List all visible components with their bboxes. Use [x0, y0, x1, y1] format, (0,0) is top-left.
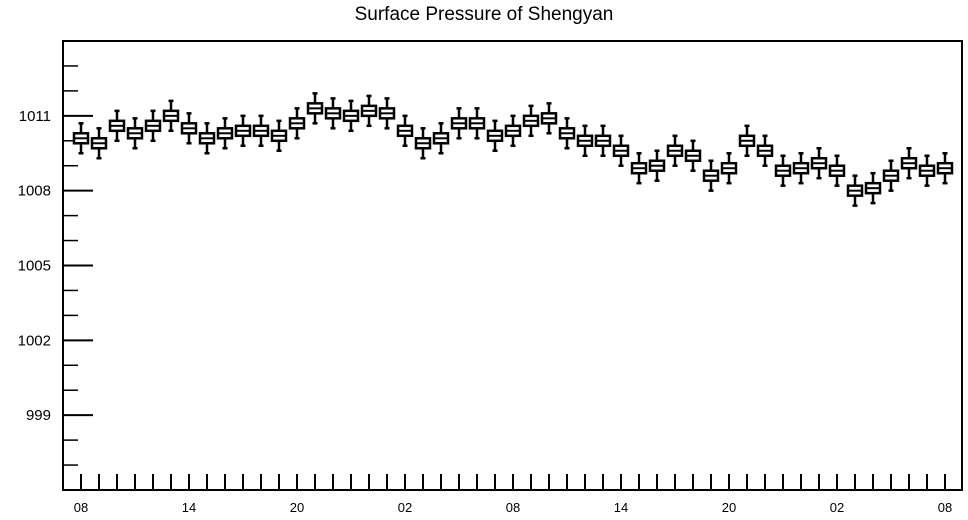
y-axis: 999 1002 1005 1008 1011 [18, 40, 93, 491]
box-03 [414, 127, 432, 160]
box-14 [612, 134, 630, 167]
box-16 [648, 149, 666, 182]
x-tick-label: 14 [614, 500, 628, 515]
box-17 [234, 114, 252, 148]
x-tick-label: 14 [182, 500, 196, 515]
y-tick-label: 999 [26, 407, 51, 424]
box-12 [144, 109, 162, 143]
plot-frame [62, 40, 963, 491]
box-19 [702, 159, 720, 192]
box-12 [576, 124, 594, 157]
box-19 [270, 119, 288, 153]
box-15 [630, 152, 648, 185]
box-16 [216, 117, 234, 150]
box-17 [666, 134, 684, 167]
box-01 [810, 147, 828, 180]
box-08 [936, 152, 954, 185]
x-tick-label: 02 [398, 500, 412, 515]
box-09 [90, 127, 108, 160]
box-18 [684, 139, 702, 172]
box-08 [504, 114, 522, 148]
box-00 [360, 94, 378, 128]
box-02 [396, 114, 414, 148]
box-01 [378, 97, 396, 130]
x-tick-label: 20 [290, 500, 304, 515]
box-series [72, 92, 954, 207]
box-22 [756, 134, 774, 167]
x-tick-label: 20 [722, 500, 736, 515]
y-tick-label: 1008 [18, 183, 51, 200]
box-07 [918, 154, 936, 187]
box-04 [864, 171, 882, 205]
box-03 [846, 174, 864, 207]
box-07 [486, 119, 504, 153]
box-21 [306, 92, 324, 125]
box-18 [252, 114, 270, 148]
box-09 [522, 104, 540, 138]
box-13 [594, 124, 612, 157]
x-tick-label: 08 [74, 500, 88, 515]
box-11 [126, 117, 144, 150]
box-15 [198, 122, 216, 155]
chart-title: Surface Pressure of Shengyan [354, 4, 614, 25]
box-10 [540, 102, 558, 135]
box-08 [72, 122, 90, 155]
box-05 [450, 107, 468, 140]
y-tick-label: 1005 [18, 258, 51, 275]
box-00 [792, 152, 810, 185]
box-20 [720, 152, 738, 185]
box-11 [558, 117, 576, 150]
box-21 [738, 124, 756, 157]
box-02 [828, 154, 846, 187]
box-13 [162, 99, 180, 133]
x-tick-label: 08 [506, 500, 520, 515]
box-04 [432, 122, 450, 155]
box-23 [342, 99, 360, 133]
box-05 [882, 159, 900, 192]
box-23 [774, 154, 792, 187]
box-14 [180, 112, 198, 145]
y-tick-label: 1011 [19, 108, 51, 125]
box-06 [900, 147, 918, 180]
x-tick-label: 08 [938, 500, 952, 515]
x-axis: 08 14 20 02 08 14 20 02 08 [74, 474, 952, 515]
box-22 [324, 97, 342, 130]
box-10 [108, 109, 126, 143]
box-06 [468, 107, 486, 140]
y-tick-label: 1002 [18, 332, 51, 349]
x-tick-label: 02 [830, 500, 844, 515]
box-20 [288, 107, 306, 140]
